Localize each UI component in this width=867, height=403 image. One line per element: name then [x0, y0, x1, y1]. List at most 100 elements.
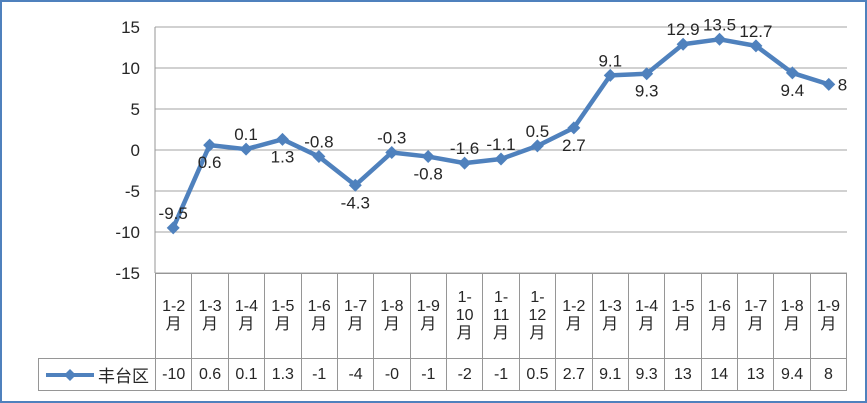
- category-cell-line: 月: [784, 316, 801, 333]
- category-cell-line: 月: [311, 316, 328, 333]
- y-axis-tick-label: -5: [125, 182, 140, 201]
- value-cell: -10: [155, 359, 191, 390]
- category-cell-line: 1-7: [744, 298, 768, 315]
- category-cell: 1-8 月: [373, 274, 409, 358]
- category-cell-line: 1-7: [344, 298, 368, 315]
- data-point-marker: [239, 142, 253, 156]
- data-point-marker: [785, 66, 799, 80]
- category-cell-line: 月: [674, 316, 691, 333]
- category-cell-line: 1-6: [307, 298, 331, 315]
- value-cell: -1: [409, 359, 446, 390]
- y-axis-tick-label: 0: [131, 141, 140, 160]
- category-cell: 1- 12 月: [518, 274, 555, 358]
- category-cell-line: 月: [529, 325, 546, 342]
- category-cell: 1-5 月: [264, 274, 300, 358]
- category-cell-line: 月: [602, 316, 619, 333]
- category-cell-line: 月: [202, 316, 219, 333]
- category-cell-line: 1-8: [780, 298, 804, 315]
- category-cell-line: 1-4: [635, 298, 659, 315]
- category-cell-line: 月: [165, 316, 182, 333]
- data-point-marker: [275, 132, 289, 146]
- value-cell: 0.6: [191, 359, 227, 390]
- data-point-label: -1.6: [450, 139, 479, 158]
- data-point-marker: [203, 138, 217, 152]
- category-cell-line: 月: [420, 316, 437, 333]
- data-point-marker: [312, 150, 326, 164]
- category-cell: 1- 10 月: [446, 274, 482, 358]
- category-cell: 1-5 月: [664, 274, 700, 358]
- value-cell: -4: [336, 359, 373, 390]
- value-cell: 9.1: [591, 359, 628, 390]
- category-cell-line: 11: [492, 307, 510, 324]
- category-cell-line: 1-9: [416, 298, 440, 315]
- data-point-label: 12.9: [667, 20, 700, 39]
- data-point-marker: [749, 39, 763, 53]
- category-cell: 1-9 月: [809, 274, 848, 358]
- data-point-label: 0.5: [526, 122, 550, 141]
- category-cell: 1-4 月: [227, 274, 264, 358]
- series-value-row: 丰台区 -10 0.6 0.1 1.3 -1 -4 -0 -1 -2 -1 0.5 2.7 9.1 9.3…: [38, 358, 848, 391]
- data-point-marker: [640, 67, 654, 81]
- value-cell: -0: [373, 359, 409, 390]
- category-cell-line: 1-2: [562, 298, 586, 315]
- category-cell: 1-3 月: [191, 274, 227, 358]
- data-point-label: -0.8: [304, 133, 333, 152]
- value-cell: 2.7: [555, 359, 591, 390]
- data-point-label: 1.3: [271, 147, 295, 166]
- value-cell: 13: [664, 359, 700, 390]
- value-cell: 0.5: [518, 359, 555, 390]
- category-cell-line: 1-5: [271, 298, 295, 315]
- category-header-row: 1-2 月 1-3 月 1-4 月 1-5 月 1-6 月 1-7 月 1-8 月 1-9 月 1- 10 月 1- 1…: [155, 273, 848, 358]
- data-point-label: 0.6: [198, 153, 222, 172]
- data-point-label: 2.7: [562, 136, 586, 155]
- data-point-marker: [567, 121, 581, 135]
- data-point-label: 13.5: [703, 15, 736, 34]
- category-cell-line: 1-: [457, 289, 472, 306]
- category-cell: 1-8 月: [773, 274, 809, 358]
- category-cell-line: 月: [820, 316, 837, 333]
- legend-series-name: 丰台区: [98, 367, 149, 386]
- value-cell: 8: [809, 359, 848, 390]
- value-cell: 13: [737, 359, 773, 390]
- data-point-label: 9.3: [635, 82, 659, 101]
- data-point-marker: [530, 139, 544, 153]
- y-axis-tick-label: 15: [121, 18, 140, 37]
- category-cell-line: 1-3: [198, 298, 222, 315]
- category-cell: 1-6 月: [700, 274, 737, 358]
- value-cell: -1: [300, 359, 337, 390]
- category-cell: 1-2 月: [155, 274, 191, 358]
- category-cell-line: 12: [528, 307, 547, 324]
- category-cell: 1-7 月: [336, 274, 373, 358]
- value-cell: 14: [700, 359, 737, 390]
- data-point-marker: [494, 152, 508, 166]
- data-point-marker: [458, 156, 472, 170]
- category-cell-line: 10: [455, 307, 474, 324]
- category-cell-line: 月: [493, 325, 510, 342]
- category-cell-line: 月: [274, 316, 291, 333]
- data-point-marker: [676, 37, 690, 51]
- category-cell: 1-7 月: [737, 274, 773, 358]
- value-cell: -1: [482, 359, 518, 390]
- category-cell-line: 1-6: [707, 298, 731, 315]
- value-cell: 0.1: [227, 359, 264, 390]
- data-point-label: -1.1: [486, 135, 515, 154]
- data-point-label: -4.3: [341, 193, 370, 212]
- data-point-label: 8: [838, 75, 847, 94]
- category-cell-line: 1-8: [380, 298, 404, 315]
- category-cell-line: 月: [638, 316, 655, 333]
- category-cell: 1-2 月: [555, 274, 591, 358]
- data-point-label: -9.5: [159, 204, 188, 223]
- data-point-label: 9.4: [781, 81, 805, 100]
- data-point-marker: [421, 150, 435, 164]
- data-point-marker: [385, 145, 399, 159]
- data-point-marker: [822, 77, 836, 91]
- category-cell-line: 1-: [493, 289, 509, 306]
- data-point-label: 12.7: [739, 22, 772, 41]
- category-cell-line: 月: [565, 316, 582, 333]
- data-point-marker: [713, 32, 727, 46]
- value-cell: -2: [446, 359, 482, 390]
- data-point-label: -0.8: [414, 165, 443, 184]
- category-cell: 1- 11 月: [482, 274, 518, 358]
- category-cell-line: 月: [383, 316, 400, 333]
